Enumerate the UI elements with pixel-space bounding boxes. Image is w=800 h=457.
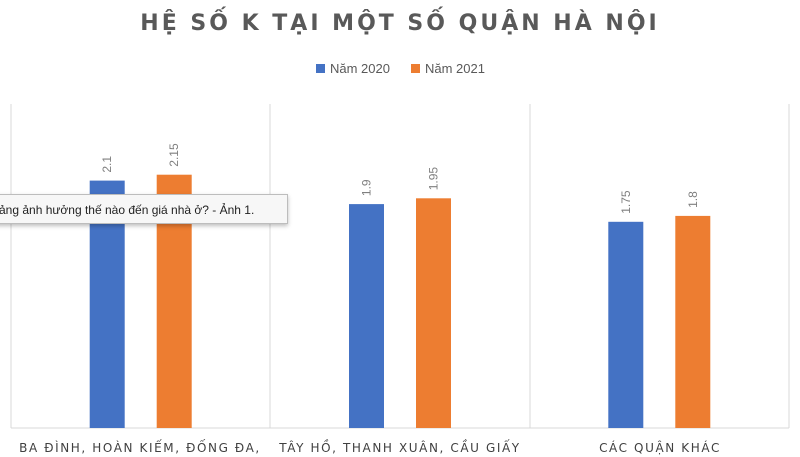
- category-label-2: TÂY HỒ, THANH XUÂN, CẦU GIẤY: [278, 439, 520, 455]
- value-label-1-1: 2.1: [100, 156, 114, 173]
- legend-label-2020: Năm 2020: [330, 61, 390, 76]
- image-caption-tooltip: ảng ảnh hưởng thế nào đến giá nhà ở? - Ả…: [0, 194, 288, 224]
- value-label-1-3: 1.75: [619, 190, 633, 214]
- bar-1-3: [608, 221, 644, 428]
- legend-swatch-2021: [411, 64, 420, 73]
- legend-label-2021: Năm 2021: [425, 61, 485, 76]
- value-label-1-2: 1.9: [360, 179, 374, 196]
- bar-2-2: [416, 198, 451, 428]
- category-dividers: [10, 104, 790, 429]
- legend-swatch-2020: [316, 64, 325, 73]
- value-label-2-2: 1.95: [427, 167, 441, 191]
- legend: Năm 2020 Năm 2021: [316, 61, 485, 76]
- value-labels: 2.1 2.15 1.9 1.95 1.75 1.8: [100, 143, 700, 214]
- chart-title: HỆ SỐ K TẠI MỘT SỐ QUẬN HÀ NỘI: [140, 7, 659, 36]
- bar-2-3: [675, 215, 711, 428]
- value-label-2-3: 1.8: [686, 191, 700, 208]
- category-label-1: BA ĐÌNH, HOÀN KIẾM, ĐỐNG ĐA,: [19, 439, 261, 455]
- tooltip-text: ảng ảnh hưởng thế nào đến giá nhà ở? - Ả…: [0, 203, 255, 217]
- bar-1-2: [349, 204, 384, 428]
- category-label-3: CÁC QUẬN KHÁC: [599, 440, 721, 455]
- category-labels: BA ĐÌNH, HOÀN KIẾM, ĐỐNG ĐA, TÂY HỒ, THA…: [19, 439, 721, 455]
- value-label-2-1: 2.15: [167, 143, 181, 167]
